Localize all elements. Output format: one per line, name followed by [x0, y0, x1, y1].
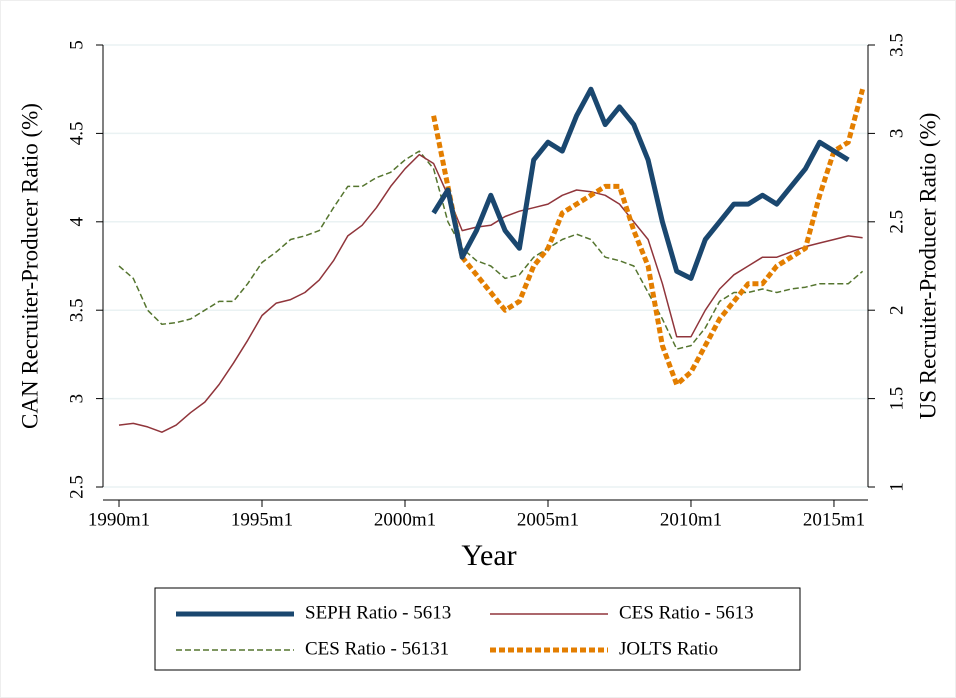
y2-tick-label: 3 [886, 129, 907, 139]
legend-label: CES Ratio - 56131 [305, 638, 449, 659]
legend-label: CES Ratio - 5613 [619, 602, 754, 623]
legend-label: SEPH Ratio - 5613 [305, 602, 451, 623]
series-line [118, 150, 864, 350]
x-tick-label: 2010m1 [660, 509, 722, 530]
y-tick-label: 3.5 [66, 298, 87, 322]
y-tick-label: 2.5 [66, 475, 87, 499]
y2-tick-label: 2 [886, 305, 907, 315]
series-line [431, 88, 866, 387]
x-tick-label: 2005m1 [517, 509, 579, 530]
series-line [431, 86, 850, 281]
legend-label: JOLTS Ratio [619, 638, 718, 659]
y2-tick-label: 2.5 [886, 210, 907, 234]
y2-tick-label: 3.5 [886, 33, 907, 57]
x-axis-title: Year [461, 539, 516, 572]
x-tick-label: 1995m1 [231, 509, 293, 530]
y-tick-label: 3 [66, 394, 87, 404]
y-axis-title: CAN Recruiter-Producer Ratio (%) [17, 103, 42, 429]
x-tick-label: 2015m1 [803, 509, 865, 530]
y2-axis-title: US Recruiter-Producer Ratio (%) [915, 113, 940, 420]
y2-tick-label: 1 [886, 482, 907, 492]
x-tick-label: 1990m1 [88, 509, 150, 530]
series-line [118, 153, 863, 433]
y-tick-label: 5 [66, 40, 87, 50]
legend-box [154, 587, 801, 671]
y2-tick-label: 1.5 [886, 387, 907, 411]
x-tick-label: 2000m1 [374, 509, 436, 530]
y-tick-label: 4 [66, 217, 87, 227]
y-tick-label: 4.5 [66, 122, 87, 146]
